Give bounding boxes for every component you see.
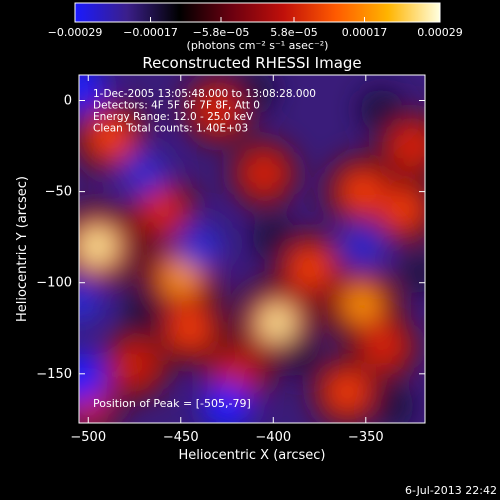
x-tick-label: −400 [255, 430, 291, 445]
hot-spot [194, 86, 241, 133]
cold-spot [79, 75, 104, 111]
colorbar-tick-label: −5.8e−05 [193, 26, 250, 39]
hot-spot-core [223, 361, 249, 387]
hot-spot-core [79, 228, 116, 265]
y-tick-label: 0 [64, 94, 72, 109]
cold-spot [401, 253, 425, 294]
x-tick-label: −350 [348, 430, 384, 445]
cold-spot [252, 215, 295, 259]
peak-position-label: Position of Peak = [-505,-79] [93, 397, 251, 410]
cold-spot [359, 88, 402, 131]
timestamp: 6-Jul-2013 22:42 [405, 484, 497, 497]
x-axis-label: Heliocentric X (arcsec) [179, 448, 326, 463]
hot-spot [139, 187, 186, 233]
x-tick-label: −500 [70, 430, 106, 445]
intensity-blobs [79, 75, 425, 423]
hot-spot-core [389, 196, 416, 223]
colorbar-unit-label: (photons cm⁻² s⁻¹ asec⁻²) [187, 39, 329, 52]
x-axis-ticks: −500 −450 −400 −350 [70, 75, 384, 445]
hot-spot-core [347, 289, 378, 320]
y-tick-label: −50 [45, 185, 72, 200]
colorbar-tick-label: 0.00017 [342, 26, 388, 39]
y-tick-label: −100 [36, 276, 72, 291]
colorbar-tick-label: 5.8e−05 [270, 26, 317, 39]
cold-spot [202, 382, 252, 423]
hot-spot-core [177, 315, 204, 342]
hot-spot-core [96, 122, 125, 151]
cold-spot [372, 385, 415, 423]
y-axis-label: Heliocentric Y (arcsec) [15, 176, 30, 322]
hot-spot [362, 324, 407, 369]
plot-image [79, 75, 425, 423]
colorbar-tick-label: −0.00029 [48, 26, 103, 39]
cold-spot [79, 351, 105, 404]
colorbar-ticks: −0.00029 −0.00017 −5.8e−05 5.8e−05 0.00017 0.… [48, 17, 463, 39]
hot-spot-core [259, 305, 294, 340]
hot-spot [389, 123, 425, 169]
cold-spot [234, 75, 276, 112]
hot-spot-core [334, 379, 361, 406]
cold-spot [281, 335, 322, 376]
cold-spot [339, 223, 385, 269]
cold-spot [175, 222, 223, 270]
hot-spot-core [348, 178, 376, 206]
chart-title: Reconstructed RHESSI Image [142, 54, 361, 72]
hot-spot-core [122, 352, 148, 378]
x-tick-label: −450 [163, 430, 199, 445]
plot-frame [78, 74, 426, 424]
y-tick-label: −150 [36, 367, 72, 382]
colorbar [74, 2, 441, 23]
hot-spot-core [296, 254, 324, 282]
annotation-line: 1-Dec-2005 13:05:48.000 to 13:08:28.000 [93, 88, 316, 100]
cold-spot [79, 277, 103, 325]
cold-spot [123, 289, 165, 331]
annotation-line: Energy Range: 12.0 - 25.0 keV [93, 111, 254, 123]
annotation-line: Clean Total counts: 1.40E+03 [93, 123, 248, 135]
annotation-line: Detectors: 4F 5F 6F 7F 8F, Att 0 [93, 100, 260, 112]
hot-spot [241, 151, 287, 196]
image-annotations: 1-Dec-2005 13:05:48.000 to 13:08:28.000D… [93, 88, 316, 135]
colorbar-tick-label: 0.00029 [417, 26, 463, 39]
cold-spot [120, 150, 167, 197]
y-axis-ticks: 0 −50 −100 −150 [36, 94, 425, 382]
colorbar-tick-label: −0.00017 [123, 26, 178, 39]
hot-spot-core [164, 261, 197, 294]
